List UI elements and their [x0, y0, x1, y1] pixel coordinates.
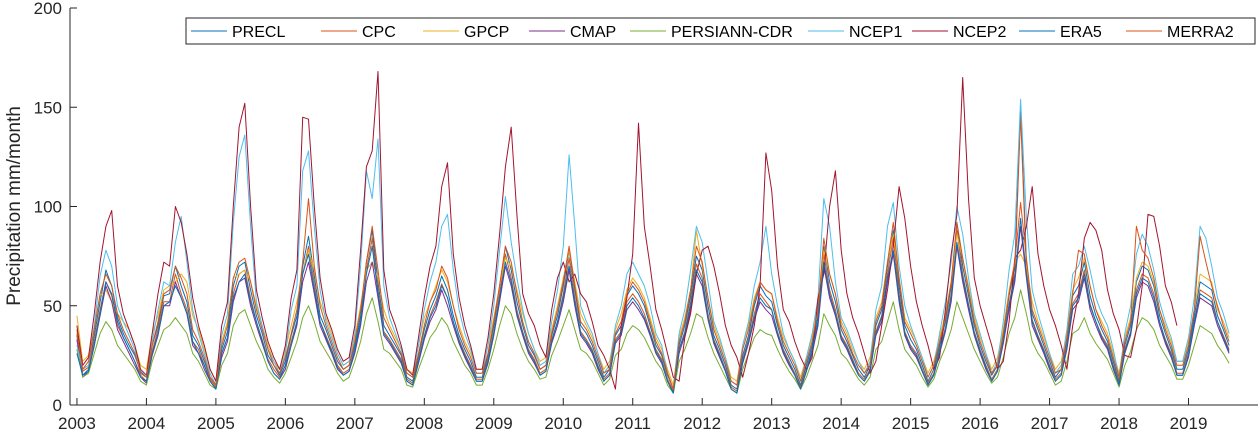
x-tick-label: 2019: [1170, 414, 1208, 433]
series-line-gpcp: [76, 229, 1230, 386]
series-line-precl: [76, 106, 1230, 390]
series-line-era5: [76, 217, 1230, 394]
legend-label: ERA5: [1060, 24, 1102, 41]
series-line-persiann-cdr: [76, 289, 1230, 394]
legend-item: CMAP: [529, 24, 616, 41]
y-tick-label: 200: [34, 0, 62, 18]
y-ticks: 0 50 100 150 200: [34, 0, 77, 415]
x-tick-label: 2011: [614, 414, 651, 433]
series-line-merra2: [76, 198, 1230, 390]
x-tick-label: 2008: [405, 414, 443, 433]
legend: PRECL CPC GPCP CMAP PERSIANN-CDR NCEP1 NCEP2 ER…: [185, 17, 1256, 45]
series-line-ncep2: [76, 71, 1178, 390]
legend-box: [185, 17, 1256, 45]
legend-item: MERRA2: [1126, 24, 1234, 41]
legend-item: NCEP2: [912, 24, 1006, 41]
legend-item: ERA5: [1019, 24, 1102, 41]
legend-label: NCEP2: [953, 24, 1006, 41]
legend-item: PRECL: [191, 24, 285, 41]
x-tick-label: 2006: [266, 414, 304, 433]
legend-label: MERRA2: [1167, 24, 1234, 41]
legend-item: NCEP1: [808, 24, 902, 41]
y-tick-label: 0: [53, 396, 62, 415]
x-tick-label: 2004: [128, 414, 166, 433]
legend-item: CPC: [321, 24, 396, 41]
y-tick-label: 50: [43, 297, 62, 316]
x-tick-label: 2015: [892, 414, 930, 433]
x-tick-label: 2012: [683, 414, 721, 433]
y-axis-title: Precipitation mm/month: [4, 106, 25, 306]
axes: [69, 8, 1258, 406]
x-tick-label: 2017: [1031, 414, 1069, 433]
legend-label: GPCP: [464, 24, 509, 41]
x-tick-label: 2013: [753, 414, 791, 433]
series-line-cpc: [76, 114, 1230, 392]
legend-label: NCEP1: [849, 24, 902, 41]
x-tick-label: 2010: [544, 414, 582, 433]
y-tick-label: 150: [34, 98, 62, 117]
legend-label: CPC: [362, 24, 396, 41]
x-tick-label: 2005: [197, 414, 235, 433]
x-ticks: 2003 2004 2005 2006 2007 2008 2009 2010 2011 2012…: [58, 398, 1207, 433]
x-tick-label: 2009: [475, 414, 513, 433]
x-tick-label: 2018: [1100, 414, 1138, 433]
y-tick-label: 100: [34, 198, 62, 217]
legend-label: CMAP: [570, 24, 616, 41]
x-tick-label: 2014: [822, 414, 860, 433]
legend-label: PRECL: [232, 24, 285, 41]
x-tick-label: 2007: [336, 414, 374, 433]
x-tick-label: 2016: [961, 414, 999, 433]
x-tick-label: 2003: [58, 414, 96, 433]
legend-item: GPCP: [423, 24, 509, 41]
series-lines: [76, 71, 1230, 394]
legend-item: PERSIANN-CDR: [630, 24, 793, 41]
legend-label: PERSIANN-CDR: [671, 24, 793, 41]
